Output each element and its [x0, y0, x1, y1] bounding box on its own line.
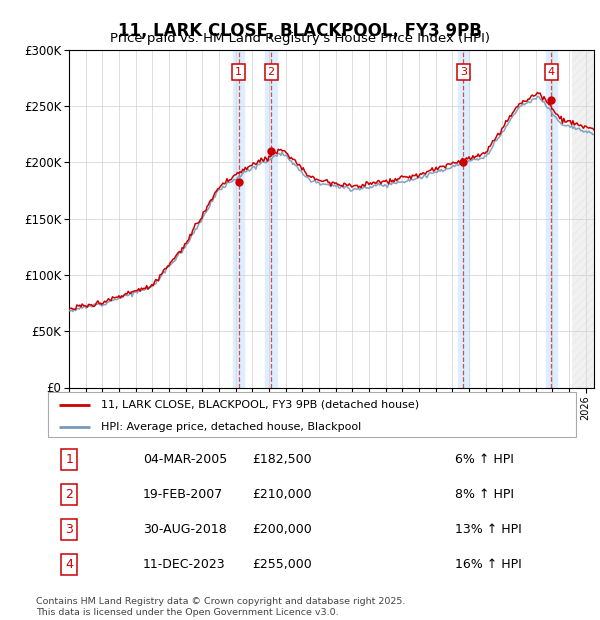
Text: 4: 4 — [548, 67, 555, 77]
Text: 04-MAR-2005: 04-MAR-2005 — [143, 453, 227, 466]
Text: Contains HM Land Registry data © Crown copyright and database right 2025.
This d: Contains HM Land Registry data © Crown c… — [36, 598, 406, 617]
Text: 8% ↑ HPI: 8% ↑ HPI — [455, 488, 514, 501]
Text: 3: 3 — [460, 67, 467, 77]
Bar — [458, 50, 469, 388]
Text: 11, LARK CLOSE, BLACKPOOL, FY3 9PB: 11, LARK CLOSE, BLACKPOOL, FY3 9PB — [118, 22, 482, 40]
Text: 3: 3 — [65, 523, 73, 536]
Text: £210,000: £210,000 — [253, 488, 312, 501]
Bar — [545, 50, 557, 388]
Text: 13% ↑ HPI: 13% ↑ HPI — [455, 523, 521, 536]
Text: 16% ↑ HPI: 16% ↑ HPI — [455, 558, 521, 571]
Text: 1: 1 — [65, 453, 73, 466]
Text: HPI: Average price, detached house, Blackpool: HPI: Average price, detached house, Blac… — [101, 422, 361, 432]
FancyBboxPatch shape — [48, 392, 576, 437]
Text: £255,000: £255,000 — [252, 558, 312, 571]
Text: 6% ↑ HPI: 6% ↑ HPI — [455, 453, 514, 466]
Text: 19-FEB-2007: 19-FEB-2007 — [143, 488, 223, 501]
Bar — [265, 50, 277, 388]
Text: 2: 2 — [268, 67, 275, 77]
Text: 2: 2 — [65, 488, 73, 501]
Text: 1: 1 — [235, 67, 242, 77]
Bar — [233, 50, 244, 388]
Text: 4: 4 — [65, 558, 73, 571]
Bar — [572, 50, 594, 388]
Text: 11, LARK CLOSE, BLACKPOOL, FY3 9PB (detached house): 11, LARK CLOSE, BLACKPOOL, FY3 9PB (deta… — [101, 399, 419, 410]
Text: £200,000: £200,000 — [252, 523, 312, 536]
Text: £182,500: £182,500 — [253, 453, 312, 466]
Text: 30-AUG-2018: 30-AUG-2018 — [143, 523, 227, 536]
Text: Price paid vs. HM Land Registry's House Price Index (HPI): Price paid vs. HM Land Registry's House … — [110, 32, 490, 45]
Text: 11-DEC-2023: 11-DEC-2023 — [143, 558, 226, 571]
